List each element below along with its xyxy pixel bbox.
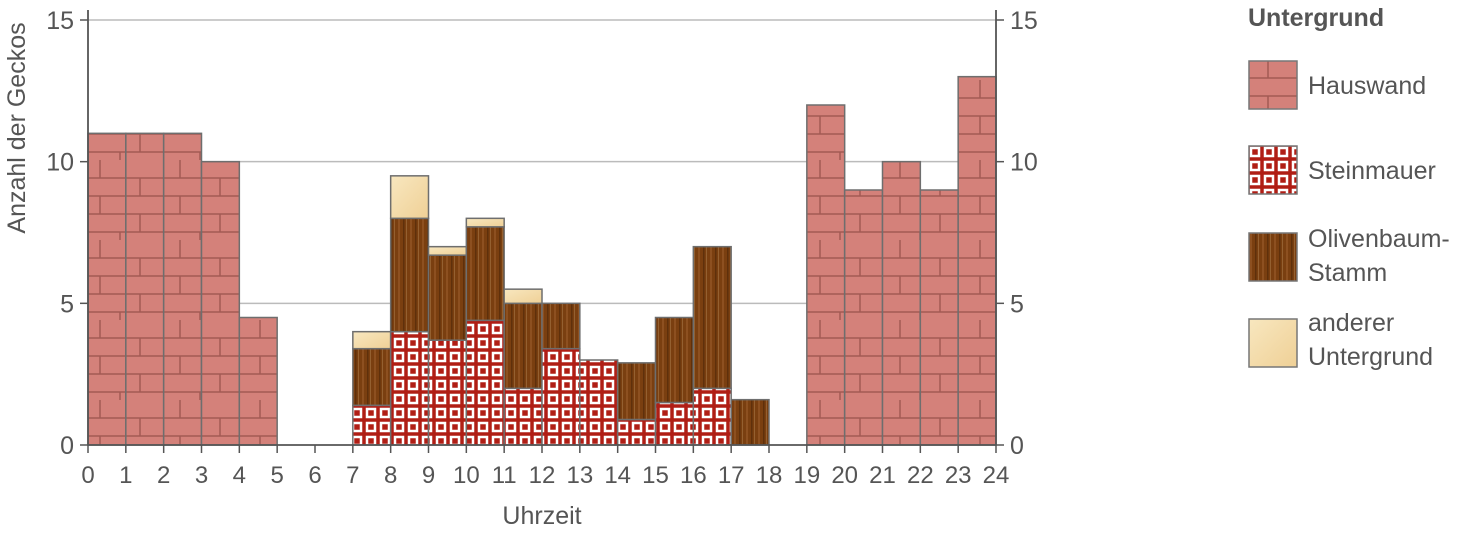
x-tick-label-19: 19 <box>793 462 820 489</box>
x-tick-label-24: 24 <box>983 462 1010 489</box>
bar-wood-hour-17 <box>730 398 770 446</box>
y-tick-label-right-15: 15 <box>1010 7 1038 35</box>
y-axis-title: Anzahl der Geckos <box>3 22 31 233</box>
bar-wood-hour-9 <box>427 254 468 341</box>
x-tick-label-10: 10 <box>453 462 480 489</box>
bar-brick-hour-21 <box>881 160 922 446</box>
bar-wood-hour-16 <box>692 245 732 390</box>
bar-brick-hour-3 <box>200 160 241 446</box>
bar-grid-hour-12 <box>541 347 581 446</box>
bar-grid-hour-8 <box>389 330 430 446</box>
x-tick-label-20: 20 <box>831 462 858 489</box>
x-tick-label-9: 9 <box>422 462 435 489</box>
x-tick-label-22: 22 <box>907 462 934 489</box>
legend-label-hauswand: Hauswand <box>1308 72 1427 100</box>
bar-grid-hour-15 <box>654 401 695 446</box>
x-tick-label-6: 6 <box>308 462 321 489</box>
bar-wood-hour-15 <box>654 316 695 404</box>
bar-gradient-hour-11 <box>503 288 543 305</box>
bar-grid-hour-16 <box>692 387 732 446</box>
bar-brick-hour-1 <box>125 132 165 446</box>
y-tick-label-left-5: 5 <box>60 290 74 318</box>
bar-gradient-hour-9 <box>427 245 468 256</box>
bar-grid-hour-10 <box>465 319 505 446</box>
legend-label-steinmauer: Steinmauer <box>1308 157 1436 185</box>
legend-label-anderer-line2: Untergrund <box>1308 343 1434 371</box>
bar-brick-hour-4 <box>238 316 278 446</box>
x-tick-label-18: 18 <box>756 462 783 489</box>
bar-wood-hour-11 <box>503 302 543 390</box>
x-tick-label-4: 4 <box>233 462 246 489</box>
bar-wood-hour-12 <box>541 302 581 350</box>
x-tick-label-13: 13 <box>566 462 593 489</box>
olivenbaum-swatch-icon <box>1248 232 1298 282</box>
x-tick-label-2: 2 <box>157 462 170 489</box>
x-tick-label-8: 8 <box>384 462 397 489</box>
bar-gradient-hour-10 <box>465 217 505 228</box>
x-tick-label-23: 23 <box>945 462 972 489</box>
y-tick-label-left-10: 10 <box>46 149 74 177</box>
bar-brick-hour-20 <box>843 189 884 446</box>
x-axis-title: Uhrzeit <box>502 502 581 530</box>
bar-brick-hour-0 <box>87 132 127 446</box>
x-tick-label-15: 15 <box>642 462 669 489</box>
bar-wood-hour-14 <box>616 362 657 421</box>
legend-label-olivenbaum-line1: Olivenbaum- <box>1308 225 1450 253</box>
x-tick-label-17: 17 <box>718 462 745 489</box>
legend-label-olivenbaum-line2: Stamm <box>1308 259 1388 287</box>
x-tick-label-0: 0 <box>81 462 94 489</box>
bar-brick-hour-23 <box>957 75 997 446</box>
legend-title: Untergrund <box>1248 4 1385 32</box>
bars <box>87 75 997 446</box>
x-tick-label-3: 3 <box>195 462 208 489</box>
bar-gradient-hour-7 <box>352 330 392 350</box>
bar-brick-hour-22 <box>919 189 959 446</box>
x-tick-label-14: 14 <box>604 462 631 489</box>
y-tick-label-right-5: 5 <box>1010 290 1024 318</box>
x-tick-label-16: 16 <box>680 462 707 489</box>
legend: Untergrund Hauswand Steinmauer Olivenbau… <box>1248 0 1468 534</box>
bar-grid-hour-13 <box>579 359 619 446</box>
bar-grid-hour-7 <box>352 404 392 446</box>
bar-gradient-hour-8 <box>389 175 430 220</box>
bar-brick-hour-2 <box>162 132 203 446</box>
y-tick-label-left-15: 15 <box>46 7 74 35</box>
bar-grid-hour-14 <box>616 418 657 446</box>
legend-label-olivenbaum: Olivenbaum- Stamm <box>1308 222 1469 290</box>
bar-wood-hour-10 <box>465 226 505 322</box>
bar-grid-hour-11 <box>503 387 543 446</box>
anderer-swatch-icon <box>1248 318 1298 368</box>
legend-label-anderer-line1: anderer <box>1308 309 1395 337</box>
bar-wood-hour-8 <box>389 217 430 333</box>
x-tick-label-11: 11 <box>492 462 517 489</box>
bar-brick-hour-19 <box>806 104 846 446</box>
bar-wood-hour-7 <box>352 347 392 407</box>
steinmauer-swatch-icon <box>1248 145 1298 195</box>
axes <box>80 10 1004 453</box>
x-tick-label-1: 1 <box>119 462 132 489</box>
x-tick-label-12: 12 <box>529 462 556 489</box>
y-tick-label-right-10: 10 <box>1010 149 1038 177</box>
x-tick-label-21: 21 <box>869 462 896 489</box>
legend-label-anderer: anderer Untergrund <box>1308 306 1469 374</box>
y-tick-label-right-0: 0 <box>1010 432 1024 460</box>
y-tick-label-left-0: 0 <box>60 432 74 460</box>
bar-grid-hour-9 <box>427 339 468 446</box>
x-tick-label-7: 7 <box>346 462 359 489</box>
x-tick-label-5: 5 <box>270 462 283 489</box>
hauswand-swatch-icon <box>1248 60 1298 110</box>
